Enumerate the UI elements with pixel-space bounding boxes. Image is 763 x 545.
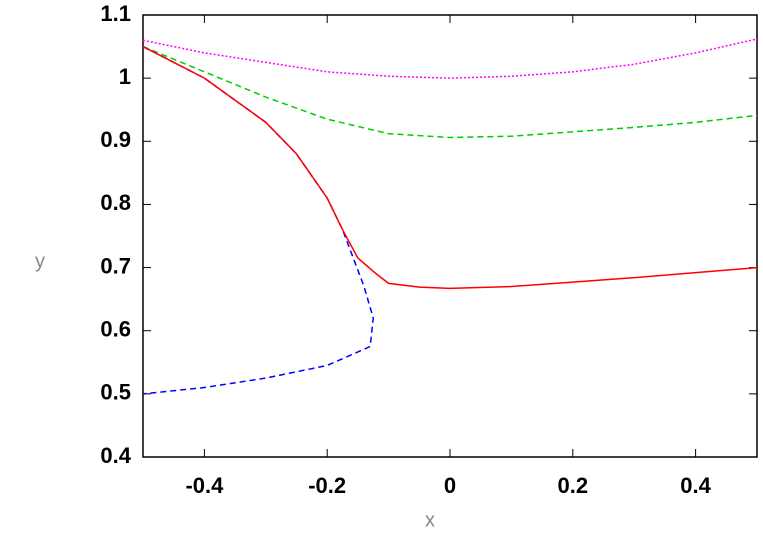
y-tick-label: 0.6 [100, 317, 131, 342]
y-tick-label: 0.5 [100, 380, 131, 405]
x-tick-label: -0.2 [308, 473, 346, 498]
y-axis-label: y [35, 250, 45, 272]
series-line [142, 45, 758, 139]
series-line [142, 38, 758, 79]
x-tick-label: -0.4 [185, 473, 224, 498]
x-tick-label: 0 [444, 473, 456, 498]
x-axis-label: x [425, 509, 435, 531]
series-line [142, 45, 758, 290]
y-tick-label: 0.9 [100, 127, 131, 152]
x-tick-label: 0.2 [558, 473, 589, 498]
plot-border [142, 14, 758, 458]
y-tick-label: 0.4 [100, 443, 131, 468]
y-tick-label: 1 [119, 64, 131, 89]
x-tick-label: 0.4 [680, 473, 711, 498]
y-tick-label: 0.8 [100, 190, 131, 215]
y-tick-label: 1.1 [100, 1, 131, 26]
y-tick-label: 0.7 [100, 253, 131, 278]
